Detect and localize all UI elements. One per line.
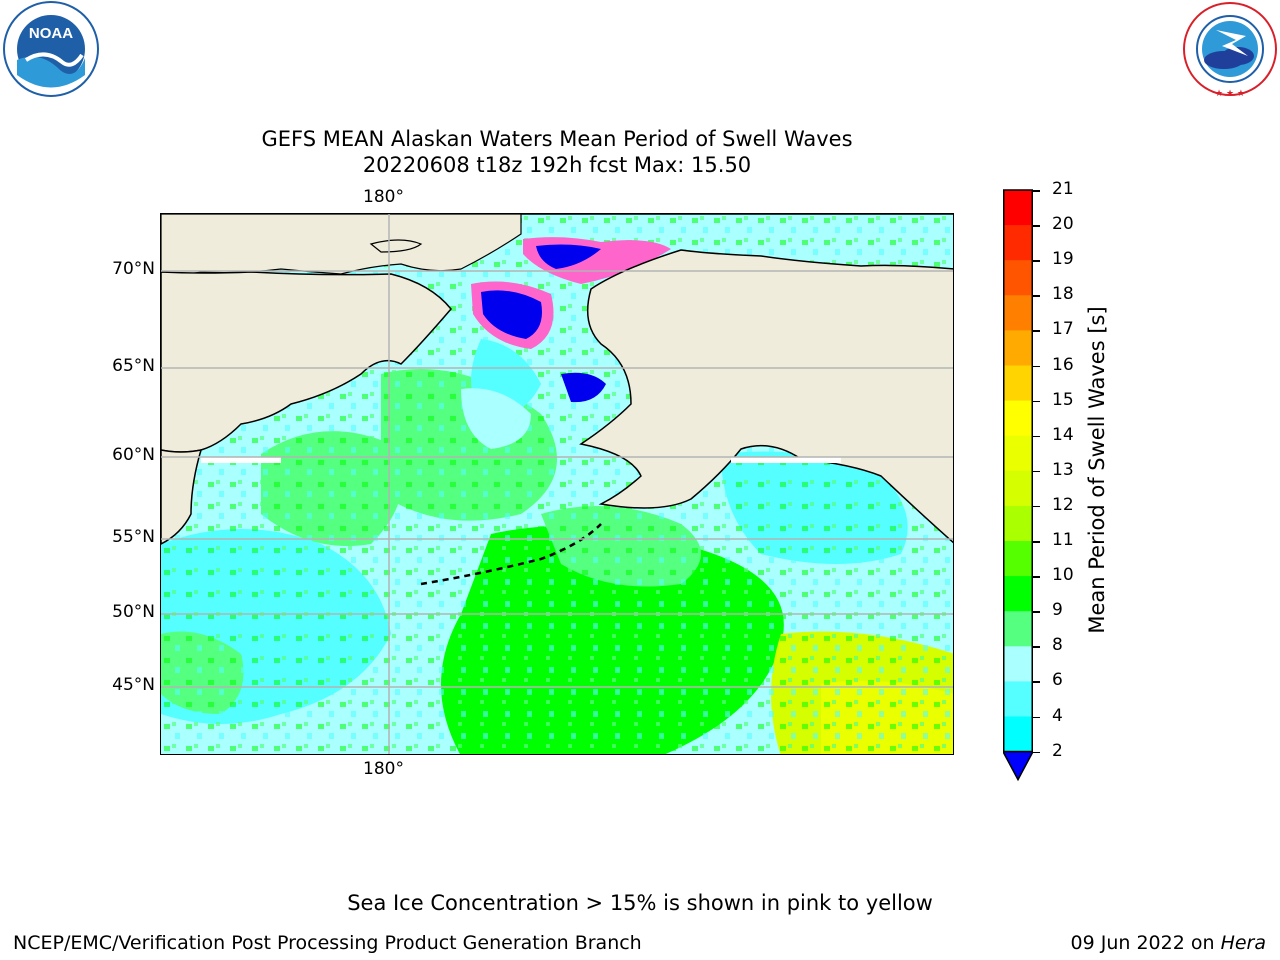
ice-core-north xyxy=(536,244,601,269)
colorbar-tick-label: 6 xyxy=(1052,670,1063,691)
footer-host: Hera xyxy=(1220,932,1266,954)
colorbar-segment xyxy=(1003,295,1033,331)
colorbar-tick-label: 8 xyxy=(1052,635,1063,656)
colorbar-tick-mark xyxy=(1033,400,1040,403)
colorbar-segment xyxy=(1003,260,1033,296)
norton-sound-low xyxy=(561,372,606,403)
svg-text:★ ★ ★: ★ ★ ★ xyxy=(1215,89,1245,99)
lon-label-bottom: 180° xyxy=(363,759,404,779)
colorbar-tick-mark xyxy=(1033,470,1040,473)
colorbar-tick-label: 19 xyxy=(1052,249,1074,270)
colorbar-tick-label: 10 xyxy=(1052,565,1074,586)
colorbar-tick-label: 4 xyxy=(1052,705,1063,726)
nodata-gulf xyxy=(731,457,841,463)
colorbar-segment xyxy=(1003,681,1033,717)
footer-right: 09 Jun 2022 on Hera xyxy=(1071,932,1266,954)
colorbar-tick-label: 2 xyxy=(1052,740,1063,761)
footer-date: 09 Jun 2022 on xyxy=(1070,932,1221,954)
colorbar-tick-mark xyxy=(1033,751,1040,754)
chart-title-line2: 20220608 t18z 192h fcst Max: 15.50 xyxy=(362,153,752,177)
colorbar-segment xyxy=(1003,646,1033,682)
sea-ice-note: Sea Ice Concentration > 15% is shown in … xyxy=(347,891,933,915)
colorbar-segment xyxy=(1003,576,1033,612)
lat-label-70: 70°N xyxy=(112,259,155,279)
footer-left: NCEP/EMC/Verification Post Processing Pr… xyxy=(13,932,642,954)
colorbar-tick-mark xyxy=(1033,330,1040,332)
colorbar-tick-label: 15 xyxy=(1052,389,1074,410)
colorbar-tick-label: 16 xyxy=(1052,354,1074,375)
colorbar-tick-mark xyxy=(1033,295,1040,297)
colorbar-label: Mean Period of Swell Waves [s] xyxy=(1085,306,1109,634)
map-panel xyxy=(160,213,954,755)
colorbar-tick-label: 12 xyxy=(1052,494,1074,515)
colorbar-tick-mark xyxy=(1033,541,1040,543)
colorbar-segment xyxy=(1003,505,1033,542)
colorbar-tick-mark xyxy=(1033,576,1040,578)
lat-label-50: 50°N xyxy=(112,602,155,622)
nodata-west xyxy=(201,457,281,463)
lat-label-55: 55°N xyxy=(112,527,155,547)
noaa-logo: NOAA xyxy=(0,0,104,100)
chart-title-line1: GEFS MEAN Alaskan Waters Mean Period of … xyxy=(261,127,853,151)
chukotka-land xyxy=(161,271,452,453)
colorbar-segment xyxy=(1003,541,1033,577)
bering-light xyxy=(461,388,531,449)
colorbar-tick-mark xyxy=(1033,646,1040,648)
colorbar-frame xyxy=(1003,189,1033,753)
nws-logo: ★ ★ ★ xyxy=(1176,0,1280,100)
colorbar-segment xyxy=(1003,611,1033,647)
colorbar-tick-label: 13 xyxy=(1052,459,1074,480)
colorbar-tick-mark xyxy=(1033,716,1040,718)
colorbar-segment xyxy=(1003,400,1033,437)
colorbar-tick-label: 18 xyxy=(1052,284,1074,305)
colorbar xyxy=(1001,188,1035,783)
lon-label-top: 180° xyxy=(363,187,404,207)
colorbar-segment xyxy=(1003,330,1033,366)
colorbar-tick-mark xyxy=(1033,365,1040,367)
colorbar-tick-mark xyxy=(1033,505,1040,508)
colorbar-segment xyxy=(1003,190,1033,226)
colorbar-tick-mark xyxy=(1033,225,1040,227)
colorbar-tick-mark xyxy=(1033,611,1040,613)
kamchatka-land xyxy=(161,449,203,545)
colorbar-tick-label: 14 xyxy=(1052,424,1074,445)
colorbar-tick-label: 21 xyxy=(1052,179,1074,199)
ice-core-south xyxy=(481,290,542,339)
colorbar-segment xyxy=(1003,225,1033,261)
map-svg xyxy=(161,214,953,754)
colorbar-extend-arrow xyxy=(1001,750,1035,782)
colorbar-tick-mark xyxy=(1033,260,1040,262)
aleutian-islands xyxy=(420,523,602,586)
lat-label-60: 60°N xyxy=(112,445,155,465)
colorbar-tick-label: 17 xyxy=(1052,319,1074,340)
colorbar-segment xyxy=(1003,470,1033,507)
colorbar-tick-label: 9 xyxy=(1052,600,1063,621)
noaa-logo-text: NOAA xyxy=(29,25,73,42)
arctic-coast-land xyxy=(161,214,522,275)
colorbar-tick-mark xyxy=(1033,681,1040,683)
colorbar-tick-label: 11 xyxy=(1052,530,1074,550)
lat-label-45: 45°N xyxy=(112,675,155,695)
colorbar-tick-label: 20 xyxy=(1052,214,1074,235)
colorbar-tick-mark xyxy=(1033,190,1040,192)
colorbar-segment xyxy=(1003,365,1033,402)
colorbar-segment xyxy=(1003,716,1033,753)
colorbar-svg xyxy=(1001,189,1035,782)
lat-label-65: 65°N xyxy=(112,356,155,376)
colorbar-tick-mark xyxy=(1033,435,1040,438)
colorbar-segment xyxy=(1003,435,1033,472)
